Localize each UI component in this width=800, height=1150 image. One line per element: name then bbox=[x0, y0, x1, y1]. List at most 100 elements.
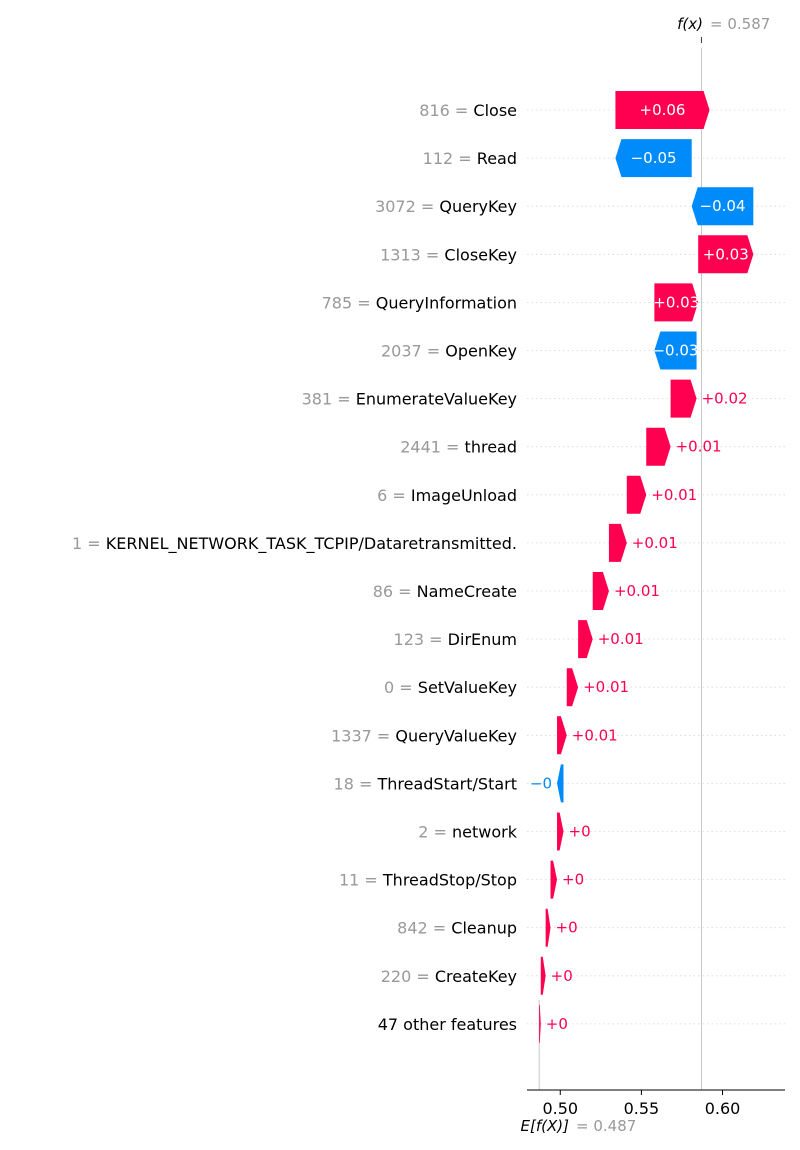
contribution-label: +0.01 bbox=[651, 486, 697, 504]
waterfall-bar bbox=[540, 956, 546, 995]
feature-name: CloseKey bbox=[444, 245, 517, 264]
feature-label: 6 = ImageUnload bbox=[377, 486, 517, 505]
feature-value: 3072 = bbox=[375, 197, 439, 216]
feature-value: 2441 = bbox=[400, 438, 464, 457]
feature-labels: +0.06 816 = Close −0.05 112 = Read −0.04 3072… bbox=[72, 101, 749, 1034]
contribution-label: +0 bbox=[556, 919, 578, 937]
waterfall-bar bbox=[545, 908, 551, 947]
feature-value: 1 = bbox=[72, 534, 106, 553]
contribution-label: −0.05 bbox=[631, 149, 677, 167]
feature-name: ImageUnload bbox=[411, 486, 517, 505]
bars bbox=[539, 91, 754, 1043]
feature-name: 47 other features bbox=[378, 1015, 517, 1034]
feature-name: QueryValueKey bbox=[395, 726, 517, 745]
feature-value: 0 = bbox=[384, 678, 418, 697]
contribution-label: +0 bbox=[546, 1015, 568, 1033]
feature-label: 220 = CreateKey bbox=[381, 967, 517, 986]
contribution-label: −0 bbox=[530, 774, 552, 792]
feature-label: 1313 = CloseKey bbox=[380, 245, 517, 264]
feature-label: 0 = SetValueKey bbox=[384, 678, 517, 697]
feature-value: 18 = bbox=[334, 774, 378, 793]
contribution-label: +0 bbox=[562, 871, 584, 889]
contribution-label: +0.01 bbox=[614, 582, 660, 600]
feature-label: 3072 = QueryKey bbox=[375, 197, 517, 216]
feature-name: CreateKey bbox=[435, 967, 517, 986]
waterfall-bar bbox=[592, 572, 609, 610]
contribution-label: +0 bbox=[569, 823, 591, 841]
waterfall-bar bbox=[557, 764, 564, 803]
contribution-label: +0.06 bbox=[640, 101, 686, 119]
waterfall-bar bbox=[566, 668, 579, 707]
feature-value: 785 = bbox=[322, 293, 376, 312]
x-tick-label: 0.50 bbox=[542, 1099, 578, 1118]
feature-name: SetValueKey bbox=[418, 678, 517, 697]
feature-name: Read bbox=[477, 149, 517, 168]
contribution-label: −0.03 bbox=[652, 342, 698, 360]
waterfall-bar bbox=[539, 1004, 541, 1043]
contribution-label: +0.03 bbox=[703, 245, 749, 263]
feature-value: 220 = bbox=[381, 967, 435, 986]
efx-label: E[f(X)] bbox=[521, 1117, 570, 1135]
waterfall-bar bbox=[608, 523, 627, 562]
x-axis: 0.50 0.55 0.60 bbox=[527, 1089, 785, 1118]
feature-value: 816 = bbox=[419, 101, 473, 120]
feature-label: 112 = Read bbox=[423, 149, 517, 168]
feature-name: QueryInformation bbox=[376, 293, 517, 312]
fx-label: f(x) bbox=[677, 15, 703, 33]
waterfall-bar bbox=[557, 812, 564, 851]
waterfall-bar bbox=[615, 139, 692, 178]
feature-value: 6 = bbox=[377, 486, 411, 505]
efx-value: = 0.487 bbox=[576, 1117, 636, 1135]
feature-label: 86 = NameCreate bbox=[373, 582, 517, 601]
contribution-label: +0.01 bbox=[572, 726, 618, 744]
x-tick-label: 0.55 bbox=[624, 1099, 660, 1118]
x-tick-label: 0.60 bbox=[705, 1099, 741, 1118]
waterfall-bar bbox=[550, 860, 558, 899]
contribution-label: +0.01 bbox=[632, 534, 678, 552]
feature-name: Cleanup bbox=[451, 919, 517, 938]
contribution-label: +0.01 bbox=[583, 678, 629, 696]
feature-label: 2037 = OpenKey bbox=[381, 342, 517, 361]
feature-label: 842 = Cleanup bbox=[397, 919, 517, 938]
feature-label: 18 = ThreadStart/Start bbox=[334, 774, 517, 793]
feature-name: thread bbox=[465, 438, 517, 457]
feature-label: 2 = network bbox=[418, 823, 517, 842]
waterfall-bar bbox=[698, 235, 754, 274]
feature-label: 47 other features bbox=[378, 1015, 517, 1034]
feature-value: 86 = bbox=[373, 582, 417, 601]
feature-value: 842 = bbox=[397, 919, 451, 938]
contribution-label: −0.04 bbox=[700, 197, 746, 215]
feature-value: 112 = bbox=[423, 149, 477, 168]
feature-name: KERNEL_NETWORK_TASK_TCPIP/Dataretransmit… bbox=[106, 534, 517, 554]
waterfall-bar bbox=[557, 716, 567, 755]
feature-name: DirEnum bbox=[448, 630, 517, 649]
feature-label: 11 = ThreadStop/Stop bbox=[339, 871, 517, 890]
feature-name: ThreadStop/Stop bbox=[382, 871, 517, 890]
feature-label: 785 = QueryInformation bbox=[322, 293, 517, 312]
contribution-label: +0.01 bbox=[676, 438, 722, 456]
waterfall-bar bbox=[578, 620, 593, 659]
feature-name: NameCreate bbox=[417, 582, 517, 601]
feature-value: 381 = bbox=[302, 390, 356, 409]
waterfall-bar bbox=[626, 475, 647, 514]
feature-label: 816 = Close bbox=[419, 101, 517, 120]
waterfall-bar bbox=[646, 427, 671, 466]
feature-value: 1337 = bbox=[331, 726, 395, 745]
feature-name: network bbox=[452, 823, 518, 842]
feature-name: Close bbox=[473, 101, 517, 120]
contribution-label: +0.03 bbox=[653, 293, 699, 311]
feature-label: 123 = DirEnum bbox=[394, 630, 517, 649]
contribution-label: +0 bbox=[551, 967, 573, 985]
feature-name: QueryKey bbox=[439, 197, 517, 216]
feature-value: 2037 = bbox=[381, 342, 445, 361]
feature-value: 1313 = bbox=[380, 245, 444, 264]
contribution-label: +0.02 bbox=[702, 390, 748, 408]
waterfall-bar bbox=[654, 283, 699, 322]
feature-name: EnumerateValueKey bbox=[356, 390, 517, 409]
feature-name: ThreadStart/Start bbox=[376, 774, 517, 793]
waterfall-bar bbox=[615, 91, 710, 129]
feature-value: 2 = bbox=[418, 823, 452, 842]
feature-name: OpenKey bbox=[445, 342, 517, 361]
waterfall-bar bbox=[670, 379, 697, 418]
